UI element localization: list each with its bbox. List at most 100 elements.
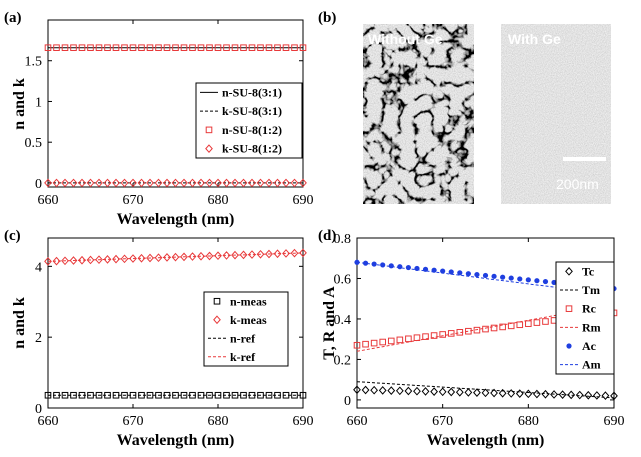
data-point <box>558 390 567 399</box>
series-line <box>47 252 304 262</box>
sem-label-with-ge: With Ge <box>508 31 561 47</box>
legend-label: Tc <box>582 264 595 278</box>
sem-image-with-ge: With Ge 200nm <box>501 24 611 204</box>
data-point <box>172 44 179 51</box>
data-point <box>256 178 265 188</box>
series-k-SU-8(1:2) <box>44 178 307 188</box>
data-point <box>180 178 188 188</box>
panel-b-letter: (b) <box>318 10 336 26</box>
y-tick-label: 0.8 <box>334 232 352 247</box>
data-point <box>70 44 77 51</box>
data-point <box>395 386 404 396</box>
data-point <box>273 249 282 259</box>
data-point <box>257 44 264 51</box>
data-point <box>601 391 610 401</box>
data-point <box>299 178 307 188</box>
data-point <box>542 278 549 285</box>
series-Tc <box>353 385 618 401</box>
panel-c-letter: (c) <box>4 228 21 244</box>
data-point <box>129 254 137 263</box>
y-axis-label: T, R and A <box>321 286 338 360</box>
legend-label: n-ref <box>230 331 256 345</box>
series-n-SU-8(1:2) <box>44 44 307 51</box>
legend-label: Rm <box>582 320 601 334</box>
legend-swatch <box>205 126 213 134</box>
data-point <box>103 255 112 264</box>
data-point <box>524 389 533 399</box>
series-line <box>356 381 615 399</box>
data-point <box>188 178 197 188</box>
legend-a: n-SU-8(3:1) k-SU-8(3:1) n-SU-8(1:2) k-SU-8(… <box>195 82 303 159</box>
data-point <box>481 388 490 398</box>
data-point <box>69 178 78 188</box>
x-axis-label: Wavelength (nm) <box>427 432 545 449</box>
data-point <box>396 336 404 344</box>
legend-d: Tc Tm Rc Rm Ac Am <box>555 261 615 375</box>
data-point <box>146 253 154 263</box>
data-point <box>120 178 129 188</box>
data-point <box>163 253 171 262</box>
data-point <box>353 341 361 349</box>
y-tick-label: 0 <box>344 394 351 409</box>
data-point <box>52 178 61 188</box>
data-point <box>387 337 395 345</box>
legend-label: k-SU-8(1:2) <box>222 142 282 156</box>
data-point <box>447 387 456 397</box>
panel-a-letter: (a) <box>4 10 22 26</box>
data-point <box>362 340 369 348</box>
data-point <box>231 391 239 399</box>
data-point <box>44 178 52 188</box>
data-point <box>370 385 379 395</box>
data-point <box>291 44 298 51</box>
data-point <box>274 44 281 51</box>
data-point <box>499 323 506 331</box>
data-point <box>380 262 386 268</box>
data-point <box>474 271 480 278</box>
x-tick-label: 690 <box>604 414 625 429</box>
legend-box <box>555 261 615 375</box>
data-point <box>78 178 86 188</box>
data-point <box>180 391 188 399</box>
data-point <box>413 386 421 396</box>
data-point <box>61 44 69 51</box>
y-tick-label: 0.5 <box>25 136 43 151</box>
data-point <box>146 391 154 399</box>
data-point <box>86 178 95 188</box>
legend-label: k-ref <box>230 350 256 364</box>
data-point <box>282 249 290 258</box>
legend-swatch <box>205 144 213 153</box>
data-point <box>197 251 205 261</box>
y-tick-label: 0.2 <box>334 353 352 368</box>
data-point <box>265 178 273 188</box>
data-point <box>206 391 213 399</box>
data-point <box>214 178 222 188</box>
data-point <box>465 271 471 277</box>
data-point <box>95 255 103 265</box>
data-point <box>197 178 205 188</box>
x-tick-label: 680 <box>208 193 229 208</box>
data-point <box>138 44 145 51</box>
data-point <box>517 276 523 282</box>
x-tick-label: 690 <box>293 193 314 208</box>
plot-a: 660 670 680 690 0 0.5 1 1.5 Wavelength (nm) n and… <box>11 19 314 228</box>
data-point <box>112 254 120 264</box>
data-point <box>44 44 52 51</box>
data-point <box>491 273 497 279</box>
data-point <box>44 257 52 266</box>
data-point <box>61 178 69 188</box>
y-tick-label: 0 <box>35 177 42 192</box>
plot-d: 660 670 680 690 0 0.2 0.4 0.6 0.8 Wavelength (nm)… <box>321 232 625 449</box>
legend-label: n-SU-8(1:2) <box>222 123 282 137</box>
data-point <box>121 391 128 399</box>
data-point <box>525 320 532 327</box>
data-point <box>430 332 438 339</box>
data-point <box>440 268 446 274</box>
data-point <box>455 387 464 397</box>
data-point <box>222 178 231 188</box>
data-point <box>86 255 95 265</box>
y-tick-label: 1 <box>35 95 42 110</box>
data-point <box>239 178 248 188</box>
y-axis-label: n and k <box>11 297 28 349</box>
data-point <box>206 44 213 51</box>
data-point <box>575 390 584 400</box>
